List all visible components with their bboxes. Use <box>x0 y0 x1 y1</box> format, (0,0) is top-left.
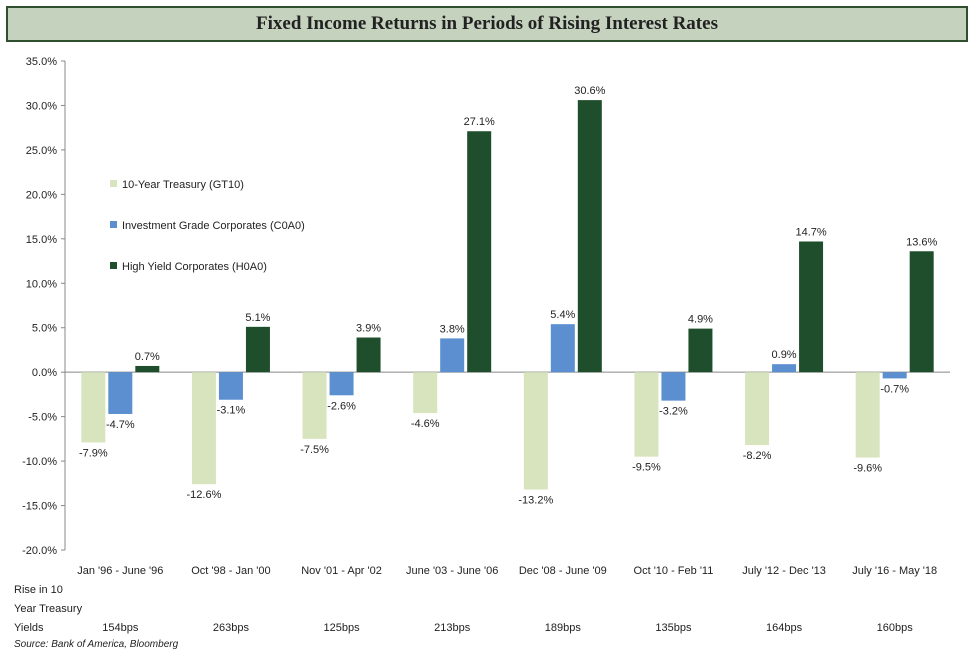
source-note: Source: Bank of America, Bloomberg <box>14 639 179 650</box>
bar <box>413 372 438 414</box>
y-tick-label: 30.0% <box>26 100 57 112</box>
y-tick-label: -15.0% <box>22 501 57 513</box>
x-tick-label: Jan '96 - June '96 <box>77 565 163 577</box>
data-label: 13.6% <box>906 236 937 248</box>
legend-label: Investment Grade Corporates (C0A0) <box>122 220 305 232</box>
bar <box>218 372 243 400</box>
data-label: -7.5% <box>300 444 329 456</box>
data-label: -7.9% <box>79 447 108 459</box>
data-label: -3.2% <box>659 406 688 418</box>
rise-value: 263bps <box>213 622 250 634</box>
chart-title: Fixed Income Returns in Periods of Risin… <box>256 13 718 34</box>
bar <box>302 372 327 439</box>
bar <box>882 372 907 379</box>
y-tick-label: -10.0% <box>22 456 57 468</box>
data-label: 0.7% <box>135 351 160 363</box>
rise-label: Rise in 10 <box>14 584 63 596</box>
bar <box>523 372 548 490</box>
bar <box>577 100 602 373</box>
bar <box>855 372 880 458</box>
data-label: 27.1% <box>464 116 495 128</box>
data-label: 4.9% <box>688 314 713 326</box>
bar <box>634 372 659 457</box>
bar <box>191 372 216 485</box>
rise-value: 154bps <box>102 622 139 634</box>
bar <box>688 328 713 373</box>
rise-value: 189bps <box>545 622 582 634</box>
data-label: 3.9% <box>356 323 381 335</box>
y-tick-label: 35.0% <box>26 56 57 68</box>
data-label: -0.7% <box>880 383 909 395</box>
bar <box>467 131 492 373</box>
legend-label: High Yield Corporates (H0A0) <box>122 261 267 273</box>
rise-value: 135bps <box>655 622 692 634</box>
data-label: -4.6% <box>411 418 440 430</box>
data-label: -2.6% <box>327 400 356 412</box>
y-tick-label: 10.0% <box>26 278 57 290</box>
legend-swatch <box>110 262 117 269</box>
data-label: -4.7% <box>106 419 135 431</box>
x-tick-label: June '03 - June '06 <box>406 565 498 577</box>
rise-label: Year Treasury <box>14 603 83 615</box>
data-label: 30.6% <box>574 85 605 97</box>
bar <box>329 372 354 396</box>
y-tick-label: 5.0% <box>32 323 57 335</box>
legend-swatch <box>110 180 117 187</box>
data-label: 3.8% <box>440 323 465 335</box>
bar <box>909 251 934 373</box>
bar <box>745 372 770 446</box>
bar <box>772 364 797 373</box>
bar <box>356 337 381 373</box>
rise-value: 213bps <box>434 622 471 634</box>
rise-value: 160bps <box>877 622 914 634</box>
y-tick-label: 20.0% <box>26 189 57 201</box>
x-tick-label: Dec '08 - June '09 <box>519 565 607 577</box>
data-label: -12.6% <box>187 489 222 501</box>
data-label: 5.4% <box>550 309 575 321</box>
bar <box>108 372 133 414</box>
data-label: -9.5% <box>632 462 661 474</box>
legend-label: 10-Year Treasury (GT10) <box>122 179 244 191</box>
legend-swatch <box>110 221 117 228</box>
chart-title-bar: Fixed Income Returns in Periods of Risin… <box>6 6 968 42</box>
bar <box>135 365 160 373</box>
x-tick-label: Oct '98 - Jan '00 <box>191 565 270 577</box>
data-label: -9.6% <box>853 463 882 475</box>
data-label: 0.9% <box>772 349 797 361</box>
y-tick-label: 15.0% <box>26 234 57 246</box>
data-label: 14.7% <box>795 226 826 238</box>
bar <box>661 372 686 401</box>
x-tick-label: Nov '01 - Apr '02 <box>301 565 382 577</box>
rise-value: 125bps <box>324 622 361 634</box>
bar <box>550 324 575 373</box>
y-tick-label: -5.0% <box>28 412 57 424</box>
x-tick-label: Oct '10 - Feb '11 <box>634 565 714 577</box>
y-tick-label: -20.0% <box>22 545 57 557</box>
bar <box>81 372 106 443</box>
data-label: 5.1% <box>245 312 270 324</box>
data-label: -13.2% <box>518 495 553 507</box>
bar <box>440 338 465 373</box>
x-tick-label: July '12 - Dec '13 <box>742 565 826 577</box>
y-tick-label: 25.0% <box>26 145 57 157</box>
data-label: -8.2% <box>743 450 772 462</box>
y-tick-label: 0.0% <box>32 367 57 379</box>
rise-label: Yields <box>14 622 44 634</box>
x-tick-label: July '16 - May '18 <box>852 565 937 577</box>
bar <box>245 326 270 373</box>
data-label: -3.1% <box>217 405 246 417</box>
bar <box>799 241 824 373</box>
rise-value: 164bps <box>766 622 803 634</box>
